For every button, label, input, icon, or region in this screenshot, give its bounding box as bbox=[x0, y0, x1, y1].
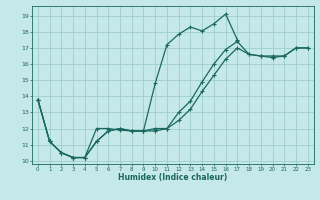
X-axis label: Humidex (Indice chaleur): Humidex (Indice chaleur) bbox=[118, 173, 228, 182]
